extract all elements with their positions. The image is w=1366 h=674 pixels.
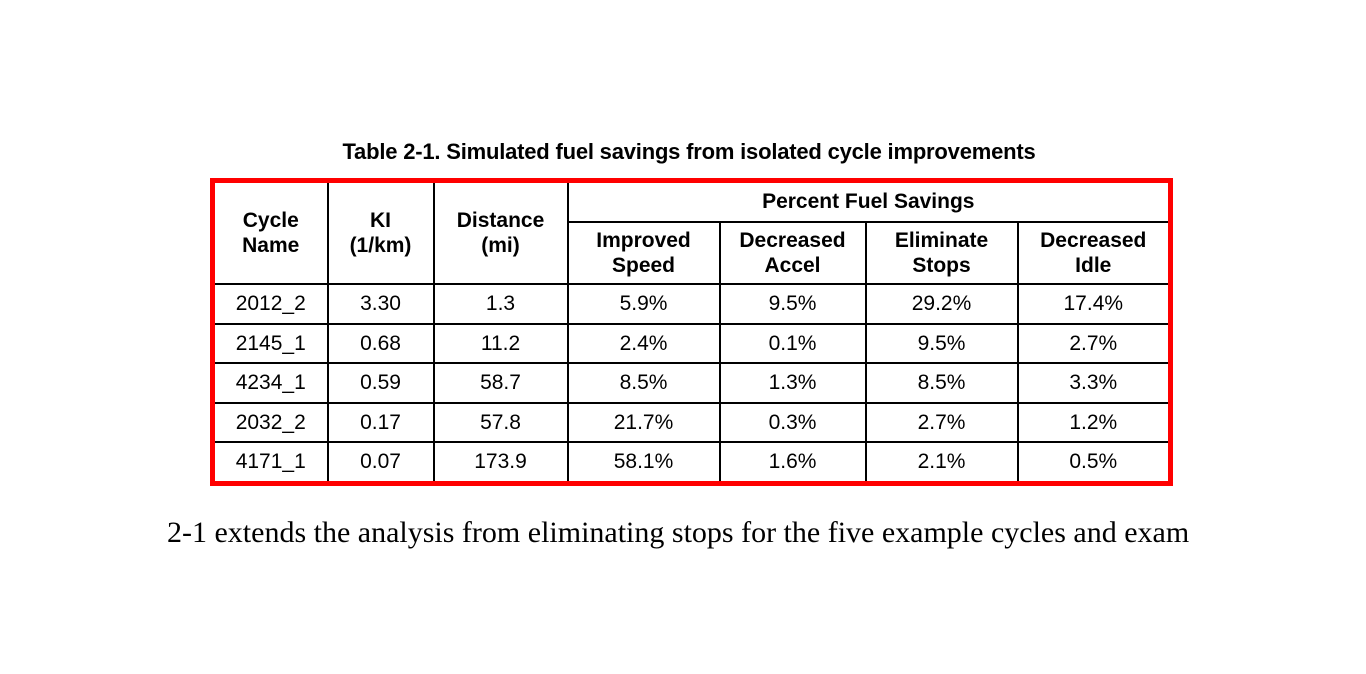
cell-decreased-accel: 1.6%: [718, 441, 867, 484]
cell-cycle-name: 2012_2: [211, 283, 329, 325]
table-caption: Table 2-1. Simulated fuel savings from i…: [342, 139, 1036, 164]
table-row: 2145_1 0.68 11.2 2.4% 0.1% 9.5% 2.7%: [211, 322, 1172, 364]
cell-decreased-accel: 0.1%: [718, 322, 867, 364]
fuel-savings-table-grid: Cycle Name KI (1/km) Distance (mi) Perce…: [210, 178, 1174, 486]
cell-improved-speed: 8.5%: [566, 362, 721, 404]
cell-decreased-accel: 9.5%: [718, 283, 867, 325]
col-header-decreased-idle: Decreased Idle: [1016, 221, 1172, 285]
cell-eliminate-stops: 2.1%: [864, 441, 1019, 484]
cell-decreased-accel: 1.3%: [718, 362, 867, 404]
cell-decreased-idle: 17.4%: [1016, 283, 1172, 325]
cell-ki: 0.17: [326, 401, 435, 443]
cell-distance: 58.7: [432, 362, 569, 404]
cell-ki: 0.59: [326, 362, 435, 404]
col-header-decreased-accel: Decreased Accel: [718, 221, 867, 285]
col-header-eliminate-stops: Eliminate Stops: [864, 221, 1019, 285]
cell-decreased-accel: 0.3%: [718, 401, 867, 443]
cell-ki: 0.07: [326, 441, 435, 484]
table-row: 4171_1 0.07 173.9 58.1% 1.6% 2.1% 0.5%: [211, 441, 1172, 484]
table-row: 4234_1 0.59 58.7 8.5% 1.3% 8.5% 3.3%: [211, 362, 1172, 404]
cell-distance: 1.3: [432, 283, 569, 325]
cell-improved-speed: 2.4%: [566, 322, 721, 364]
cell-eliminate-stops: 2.7%: [864, 401, 1019, 443]
cell-cycle-name: 4234_1: [211, 362, 329, 404]
col-header-improved-speed: Improved Speed: [566, 221, 721, 285]
cell-improved-speed: 58.1%: [566, 441, 721, 484]
col-header-cycle-name: Cycle Name: [211, 179, 329, 285]
col-group-header-percent-fuel-savings: Percent Fuel Savings: [566, 179, 1172, 223]
cell-improved-speed: 5.9%: [566, 283, 721, 325]
col-header-distance: Distance (mi): [432, 179, 569, 285]
cell-distance: 173.9: [432, 441, 569, 484]
cell-cycle-name: 4171_1: [211, 441, 329, 484]
cell-distance: 11.2: [432, 322, 569, 364]
cell-eliminate-stops: 9.5%: [864, 322, 1019, 364]
cell-improved-speed: 21.7%: [566, 401, 721, 443]
fuel-savings-table: Cycle Name KI (1/km) Distance (mi) Perce…: [210, 178, 1174, 486]
table-row: 2012_2 3.30 1.3 5.9% 9.5% 29.2% 17.4%: [211, 283, 1172, 325]
body-paragraph-text: 2-1 extends the analysis from eliminatin…: [167, 516, 1190, 549]
cell-decreased-idle: 3.3%: [1016, 362, 1172, 404]
table-row: 2032_2 0.17 57.8 21.7% 0.3% 2.7% 1.2%: [211, 401, 1172, 443]
col-header-ki: KI (1/km): [326, 179, 435, 285]
cell-eliminate-stops: 29.2%: [864, 283, 1019, 325]
header-row-group: Cycle Name KI (1/km) Distance (mi) Perce…: [211, 179, 1172, 285]
cell-eliminate-stops: 8.5%: [864, 362, 1019, 404]
cell-cycle-name: 2032_2: [211, 401, 329, 443]
header-row-sub: Improved Speed Decreased Accel Eliminate…: [213, 221, 1172, 285]
cell-decreased-idle: 1.2%: [1016, 401, 1172, 443]
cell-ki: 0.68: [326, 322, 435, 364]
cell-decreased-idle: 0.5%: [1016, 441, 1172, 484]
cell-ki: 3.30: [326, 283, 435, 325]
cell-decreased-idle: 2.7%: [1016, 322, 1172, 364]
cell-distance: 57.8: [432, 401, 569, 443]
cell-cycle-name: 2145_1: [211, 322, 329, 364]
